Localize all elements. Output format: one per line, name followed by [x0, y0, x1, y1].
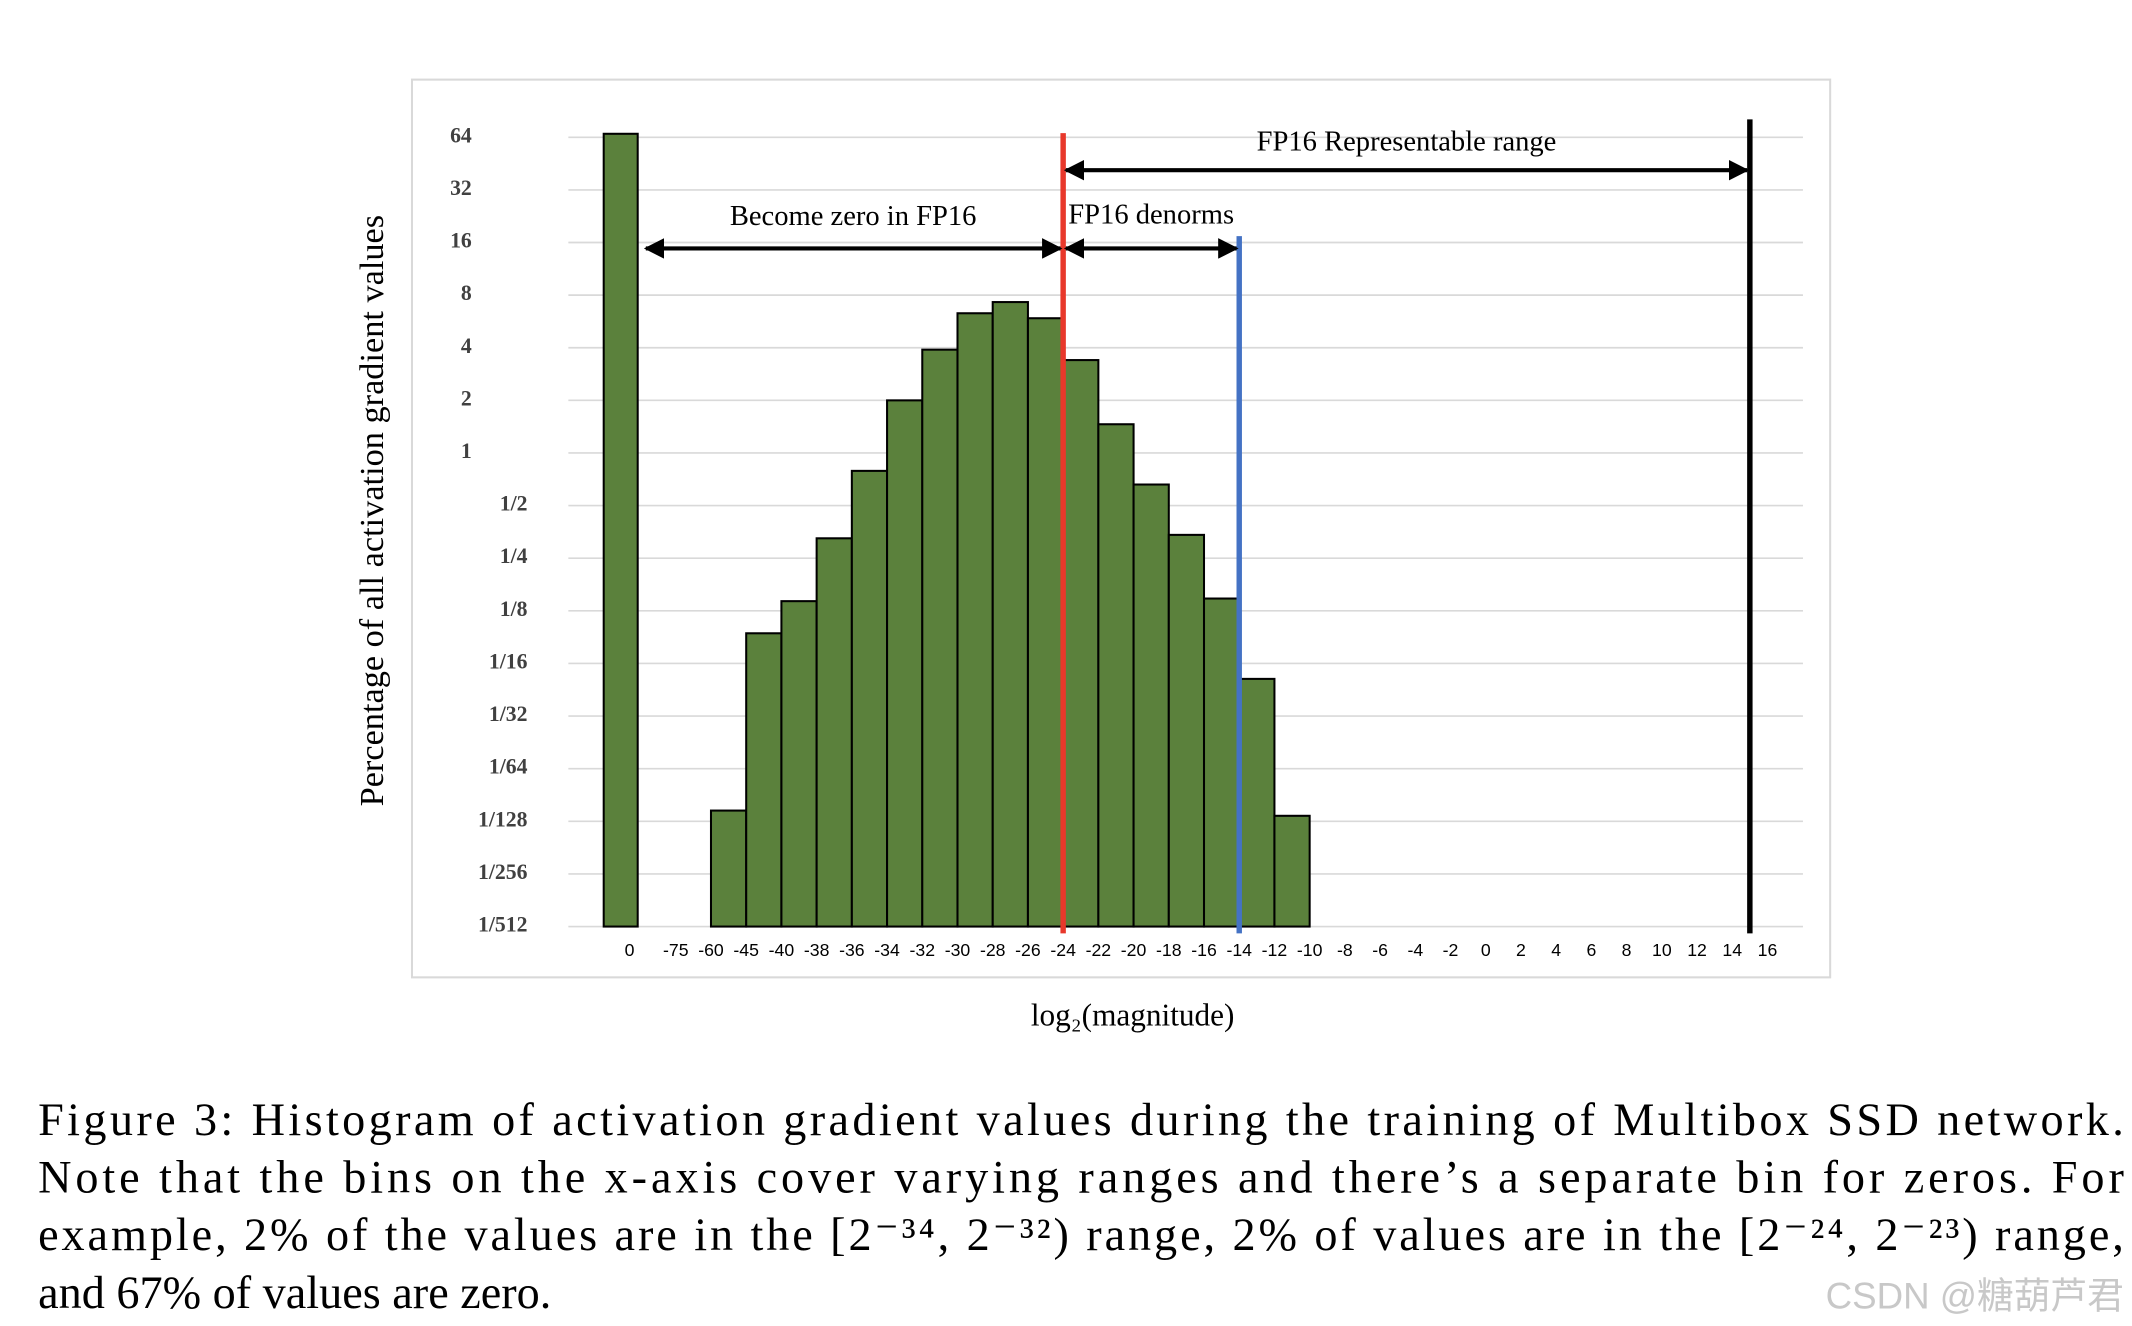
x-tick-label: -16 [1191, 940, 1217, 960]
x-tick-label: 2 [1516, 940, 1526, 960]
watermark: CSDN @糖葫芦君 [1826, 1275, 2124, 1316]
x-tick-label: -30 [945, 940, 971, 960]
x-tick-label: 12 [1687, 940, 1707, 960]
bar [1062, 359, 1100, 928]
bar [1132, 483, 1170, 928]
x-tick-label: -4 [1407, 940, 1423, 960]
x-tick-label: -6 [1372, 940, 1388, 960]
x-tick-label: 0 [1481, 940, 1491, 960]
annotation: Become zero in FP16 [730, 200, 977, 232]
y-axis-label: Percentage of all activation gradient va… [354, 215, 391, 806]
y-tick-label: 32 [450, 176, 472, 200]
bar [1097, 423, 1135, 928]
x-tick-label: -28 [980, 940, 1006, 960]
x-tick-label: -24 [1050, 940, 1076, 960]
y-tick-label: 1/128 [478, 807, 528, 831]
x-tick-label: -38 [804, 940, 830, 960]
x-tick-label: 4 [1551, 940, 1561, 960]
x-tick-label: -45 [733, 940, 759, 960]
y-tick-label: 1 [461, 439, 472, 463]
annotation: FP16 Representable range [1257, 126, 1557, 158]
x-tick-label: -8 [1337, 940, 1353, 960]
y-tick-label: 64 [450, 123, 472, 147]
bar [1167, 533, 1206, 928]
zero-bar [602, 132, 639, 928]
bar [1026, 317, 1065, 928]
bar [956, 312, 994, 928]
bar [850, 469, 889, 928]
y-tick-label: 1/8 [500, 597, 528, 621]
x-tick-label: 16 [1758, 940, 1778, 960]
x-tick-label: 6 [1586, 940, 1596, 960]
x-tick-label: -14 [1226, 940, 1252, 960]
x-tick-label: -75 [663, 940, 689, 960]
y-tick-label: 1/2 [500, 492, 528, 516]
bar [921, 348, 959, 928]
bar [780, 600, 818, 928]
x-axis-label: log₂(magnitude) [1031, 998, 1235, 1033]
y-tick-label: 16 [450, 228, 472, 252]
caption-line: and 67% of values are zero. [38, 1268, 551, 1319]
bar [709, 809, 748, 928]
annotation: FP16 denorms [1068, 198, 1234, 230]
y-tick-label: 1/16 [489, 649, 528, 673]
bar [745, 632, 783, 928]
y-tick-label: 4 [461, 334, 472, 358]
caption-line: example, 2% of the values are in the [2⁻… [38, 1210, 2124, 1261]
x-tick-label: 10 [1652, 940, 1672, 960]
bar [1202, 597, 1241, 928]
x-tick-label: -60 [698, 940, 724, 960]
caption-line: Note that the bins on the x-axis cover v… [38, 1152, 2124, 1203]
bar [1238, 677, 1276, 928]
x-tick-label: -22 [1086, 940, 1112, 960]
x-tick-label: -18 [1156, 940, 1182, 960]
x-tick-label: -26 [1015, 940, 1041, 960]
x-tick-label: 8 [1622, 940, 1632, 960]
y-tick-label: 1/64 [489, 755, 528, 779]
x-tick-label: -36 [839, 940, 865, 960]
bar [886, 399, 924, 928]
y-tick-label: 2 [461, 386, 472, 410]
y-tick-label: 1/4 [500, 544, 528, 568]
y-tick-label: 1/32 [489, 702, 528, 726]
bar [1273, 814, 1311, 928]
x-tick-label: -12 [1262, 940, 1288, 960]
caption-line: Figure 3: Histogram of activation gradie… [38, 1095, 2124, 1146]
x-tick-label: 0 [625, 940, 635, 960]
x-tick-label: -40 [769, 940, 795, 960]
y-tick-label: 1/512 [478, 913, 528, 937]
y-tick-label: 1/256 [478, 860, 528, 884]
x-tick-label: -10 [1297, 940, 1323, 960]
x-tick-label: -2 [1443, 940, 1459, 960]
x-tick-label: -32 [910, 940, 936, 960]
y-tick-label: 8 [461, 281, 472, 305]
x-tick-label: -20 [1121, 940, 1147, 960]
x-tick-label: -34 [874, 940, 900, 960]
x-tick-label: 14 [1722, 940, 1742, 960]
bar [991, 301, 1029, 928]
bar [815, 537, 853, 928]
